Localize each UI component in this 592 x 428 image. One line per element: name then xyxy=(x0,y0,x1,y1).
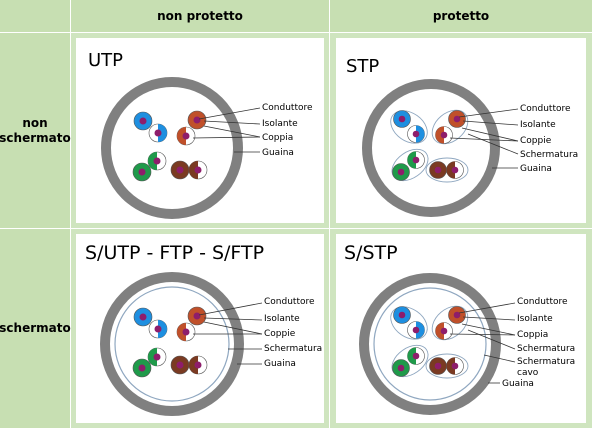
stp-shield-orange xyxy=(431,109,469,145)
panel-title-utp: UTP xyxy=(88,50,124,71)
utp-label-guaina: Guaina xyxy=(262,148,294,158)
stp-label-coppie: Coppie xyxy=(520,136,552,146)
sstp-jacket xyxy=(359,273,501,415)
sstp-overall-shield xyxy=(373,287,487,401)
stp-label-guaina: Guaina xyxy=(520,164,552,174)
panel-title-sutp: S/UTP - FTP - S/FTP xyxy=(85,242,265,264)
sstp-label-coppia: Coppia xyxy=(517,330,549,340)
utp-label-isolante: Isolante xyxy=(262,119,298,129)
stp-label-schermatura: Schermatura xyxy=(520,150,579,160)
sutp-overall-shield xyxy=(114,286,230,402)
stp-label-isolante: Isolante xyxy=(520,120,556,130)
panel-title-sstp: S/STP xyxy=(344,242,398,264)
sutp-label-conduttore: Conduttore xyxy=(264,297,315,307)
stp-shield-brown xyxy=(425,157,469,183)
column-header-non-protetto: non protetto xyxy=(71,0,329,32)
panel-title-stp: STP xyxy=(346,56,380,77)
sstp-label-conduttore: Conduttore xyxy=(517,297,568,307)
column-header-protetto: protetto xyxy=(330,0,592,32)
sstp-label-cavo: cavo xyxy=(517,368,539,378)
row-header-line-1: non xyxy=(22,115,48,130)
row-header-line-2: schermato xyxy=(0,130,71,145)
sstp-label-schermatura: Schermatura xyxy=(517,344,576,354)
utp-label-conduttore: Conduttore xyxy=(262,103,313,113)
sutp-label-schermatura: Schermatura xyxy=(264,344,323,354)
header-corner xyxy=(0,0,70,32)
stp-shield-blue xyxy=(390,110,428,144)
sstp-label-schermatura-cavo: Schermatura xyxy=(517,357,576,367)
row-header-schermato: schermato xyxy=(0,229,71,428)
utp-label-coppia: Coppia xyxy=(262,133,294,143)
sutp-label-coppie: Coppie xyxy=(264,329,296,339)
sutp-label-isolante: Isolante xyxy=(264,314,300,324)
sstp-label-guaina: Guaina xyxy=(502,379,534,389)
row-header-non-schermato: non schermato xyxy=(0,33,71,228)
sstp-label-isolante: Isolante xyxy=(517,314,553,324)
sutp-label-guaina: Guaina xyxy=(264,359,296,369)
stp-label-conduttore: Conduttore xyxy=(520,104,571,114)
